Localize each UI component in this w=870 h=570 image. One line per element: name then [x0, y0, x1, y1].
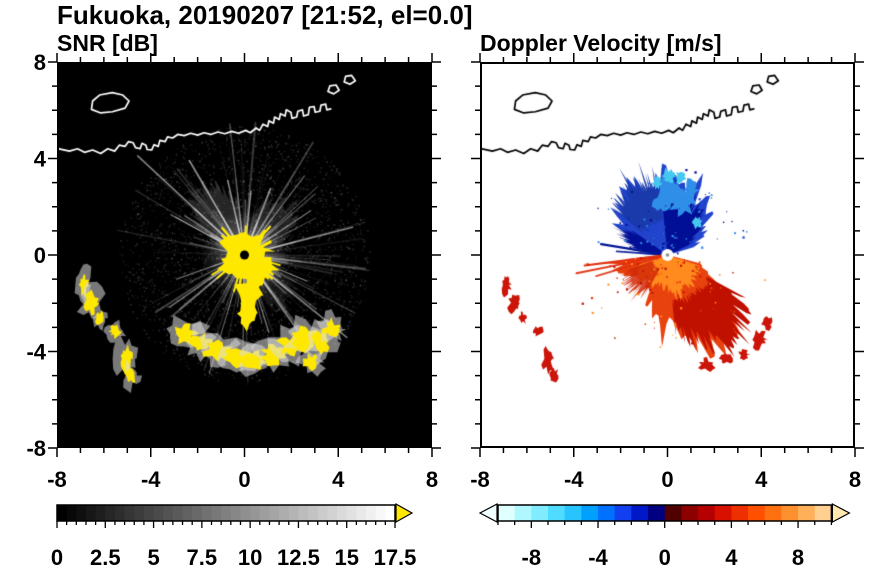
y-tick-label: -4: [26, 340, 46, 365]
snr-colorbar-label: 12.5: [277, 545, 320, 570]
snr-plot: [57, 62, 432, 448]
velocity-colorbar-label: 8: [792, 545, 804, 570]
snr-colorbar-label: 17.5: [374, 545, 417, 570]
x-tick-label: 4: [332, 467, 345, 492]
velocity-colorbar-label: 0: [659, 545, 671, 570]
snr-colorbar-label: 5: [147, 545, 159, 570]
y-tick-label: 8: [34, 50, 46, 75]
snr-colorbar-over-arrow: [395, 502, 414, 524]
snr-plot-canvas: [59, 64, 430, 446]
x-tick-label: 4: [755, 467, 768, 492]
velocity-colorbar-over-arrow: [831, 503, 851, 523]
figure-title: Fukuoka, 20190207 [21:52, el=0.0]: [57, 0, 473, 30]
velocity-panel-title: Doppler Velocity [m/s]: [480, 30, 722, 56]
velocity-colorbar: -8 -4 0 4 8: [478, 503, 851, 570]
snr-colorbar-label: 2.5: [90, 545, 121, 570]
snr-panel-title: SNR [dB]: [57, 30, 158, 56]
snr-colorbar: 0 2.5 5 7.5 10 12.5 15 17.5: [51, 502, 417, 570]
snr-colorbar-label: 7.5: [187, 545, 218, 570]
x-tick-label: 0: [661, 467, 673, 492]
x-tick-label: -4: [141, 467, 161, 492]
velocity-plot-canvas: [482, 64, 853, 446]
velocity-plot: [480, 62, 855, 448]
velocity-colorbar-label: -8: [522, 545, 542, 570]
x-tick-label: 8: [426, 467, 438, 492]
y-tick-label: -8: [26, 436, 46, 461]
snr-colorbar-label: 15: [334, 545, 358, 570]
snr-colorbar-label: 0: [51, 545, 63, 570]
snr-colorbar-label: 10: [238, 545, 262, 570]
velocity-colorbar-label: -4: [588, 545, 608, 570]
velocity-colorbar-under-arrow: [478, 503, 498, 523]
x-tick-label: 8: [849, 467, 861, 492]
x-tick-label: 0: [238, 467, 250, 492]
x-tick-label: -8: [470, 467, 490, 492]
x-tick-label: -4: [564, 467, 584, 492]
y-tick-label: 0: [34, 243, 46, 268]
x-tick-label: -8: [47, 467, 67, 492]
y-tick-label: 4: [34, 147, 47, 172]
velocity-colorbar-label: 4: [725, 545, 738, 570]
